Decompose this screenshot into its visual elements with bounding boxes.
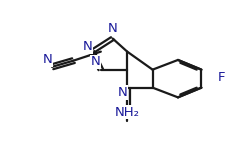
Text: N: N	[108, 22, 117, 35]
Text: N: N	[82, 40, 92, 53]
Text: NH₂: NH₂	[115, 106, 140, 119]
Text: N: N	[117, 86, 127, 99]
Text: F: F	[218, 71, 226, 84]
Text: N: N	[42, 53, 52, 66]
Text: N: N	[91, 55, 101, 68]
